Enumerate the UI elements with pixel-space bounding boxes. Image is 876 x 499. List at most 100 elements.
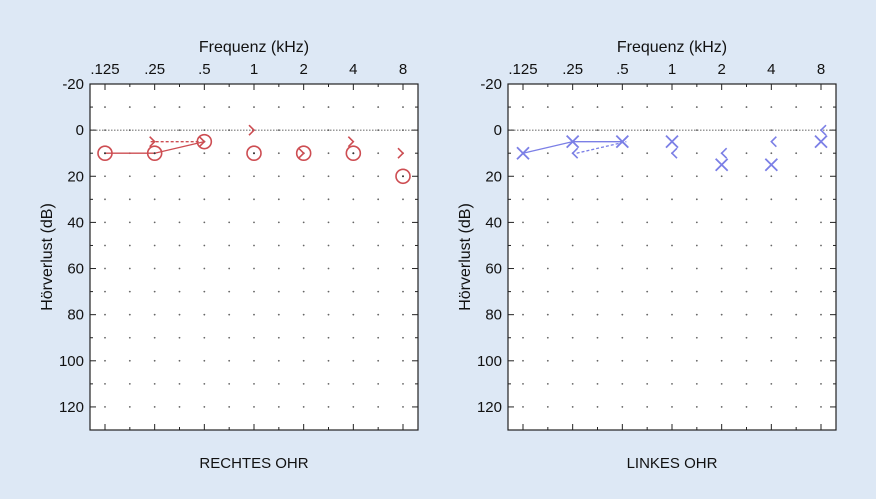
grid-dot xyxy=(277,106,280,108)
grid-dot xyxy=(302,406,305,408)
grid-dot xyxy=(153,198,156,201)
data-point-x xyxy=(665,135,679,149)
grid-dot xyxy=(745,244,748,247)
grid-dot xyxy=(302,336,305,339)
grid-dot xyxy=(104,313,106,316)
grid-dot xyxy=(327,175,330,178)
grid-dot xyxy=(546,267,549,270)
grid-dot xyxy=(621,244,624,247)
grid-dot xyxy=(178,129,181,132)
data-point-bracket xyxy=(397,147,405,159)
data-point-circle xyxy=(146,145,163,161)
x-tick-label: .125 xyxy=(90,61,119,78)
grid-dot xyxy=(720,382,723,385)
grid-dot xyxy=(228,267,231,270)
grid-dot xyxy=(228,106,231,108)
grid-dot xyxy=(745,406,748,408)
grid-dot xyxy=(302,290,305,293)
grid-dot xyxy=(795,406,798,408)
grid-dot xyxy=(621,267,624,270)
grid-dot xyxy=(522,267,524,270)
grid-dot xyxy=(178,359,181,362)
grid-dot xyxy=(621,313,624,316)
grid-dot xyxy=(820,198,822,201)
grid-dot xyxy=(128,198,131,201)
grid-dot xyxy=(178,152,181,155)
grid-dot xyxy=(203,267,206,270)
data-point-x xyxy=(715,158,729,172)
grid-dot xyxy=(820,267,822,270)
grid-dot xyxy=(228,336,231,339)
grid-dot xyxy=(646,290,649,293)
grid-dot xyxy=(745,290,748,293)
series-bracket-right xyxy=(149,124,405,159)
grid-dot xyxy=(770,106,773,108)
grid-dot xyxy=(377,359,380,362)
grid-dot xyxy=(745,106,748,108)
grid-dot xyxy=(228,313,231,316)
y-tick-label: -20 xyxy=(62,76,84,93)
grid-dot xyxy=(203,198,206,201)
x-tick-label: .25 xyxy=(562,61,583,78)
grid-dot xyxy=(596,313,599,316)
grid-dot xyxy=(720,336,723,339)
grid-dot xyxy=(522,221,524,224)
grid-dot xyxy=(228,152,231,155)
grid-dot xyxy=(770,221,773,224)
grid-dot xyxy=(671,175,673,178)
grid-dot xyxy=(104,198,106,201)
grid-dot xyxy=(153,313,156,316)
grid-dot xyxy=(695,267,698,270)
grid-dot xyxy=(253,406,255,408)
grid-dot xyxy=(671,313,673,316)
grid-dot xyxy=(646,406,649,408)
grid-dot xyxy=(203,406,206,408)
grid-dot xyxy=(671,290,673,293)
grid-dot xyxy=(277,221,280,224)
grid-dot xyxy=(302,175,305,178)
grid-dot xyxy=(522,336,524,339)
grid-dot xyxy=(203,175,206,178)
grid-dot xyxy=(646,359,649,362)
grid-dot xyxy=(546,244,549,247)
data-point-bracket xyxy=(720,147,728,159)
grid-dot xyxy=(352,267,355,270)
grid-dot xyxy=(153,244,156,247)
grid-dot xyxy=(621,359,624,362)
grid-dot xyxy=(795,221,798,224)
grid-dot xyxy=(596,359,599,362)
grid-dot xyxy=(646,106,649,108)
grid-dot xyxy=(571,336,574,339)
grid-dot xyxy=(571,267,574,270)
grid-dot xyxy=(277,244,280,247)
grid-dot xyxy=(820,382,822,385)
grid-dot xyxy=(228,382,231,385)
plot-area xyxy=(507,83,837,431)
grid-dot xyxy=(178,406,181,408)
grid-dot xyxy=(795,382,798,385)
grid-dot xyxy=(795,359,798,362)
grid-dot xyxy=(546,106,549,108)
grid-dot xyxy=(770,129,773,132)
grid-dot xyxy=(720,244,723,247)
grid-dot xyxy=(770,198,773,201)
grid-dot xyxy=(178,106,181,108)
grid-dot xyxy=(327,198,330,201)
grid-dot xyxy=(522,175,524,178)
grid-dot xyxy=(153,290,156,293)
grid-dot xyxy=(402,290,404,293)
grid-dot xyxy=(104,290,106,293)
grid-dot xyxy=(795,152,798,155)
grid-dot xyxy=(745,267,748,270)
grid-dot xyxy=(153,336,156,339)
y-tick-label: 120 xyxy=(477,399,502,416)
grid-dot xyxy=(770,175,773,178)
grid-dot xyxy=(795,313,798,316)
grid-dot xyxy=(402,406,404,408)
plot-area xyxy=(89,83,419,431)
grid-dot xyxy=(402,221,404,224)
y-tick-label: 20 xyxy=(67,168,84,185)
grid-dot xyxy=(571,198,574,201)
grid-dot xyxy=(302,198,305,201)
grid-dot xyxy=(178,267,181,270)
